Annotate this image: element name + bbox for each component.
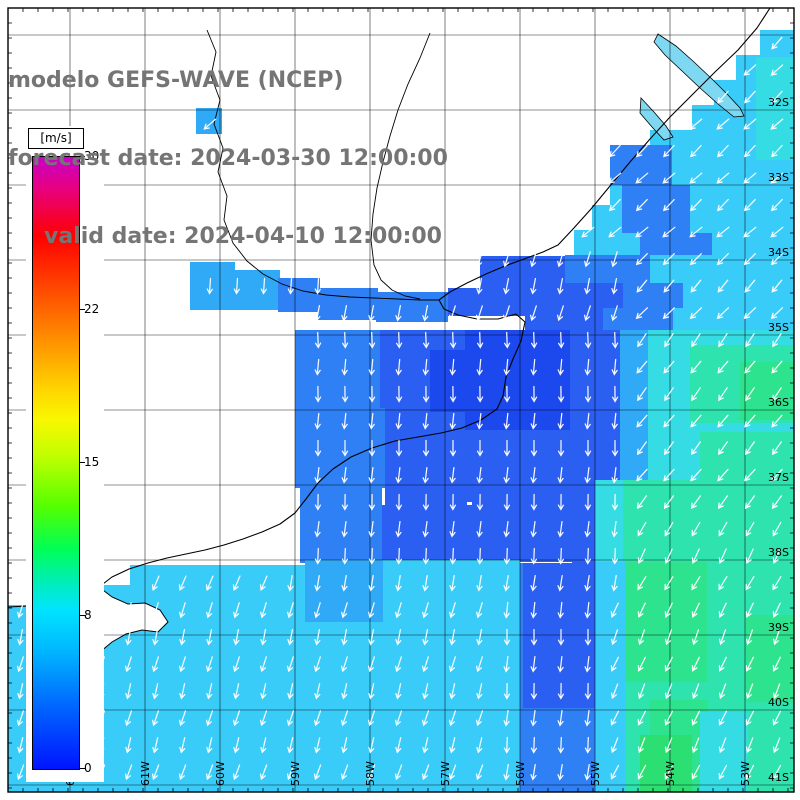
longitude-label: 61W: [139, 761, 152, 786]
longitude-label: 56W: [514, 761, 527, 786]
longitude-label: 58W: [364, 761, 377, 786]
latitude-label: 33S: [768, 171, 789, 184]
longitude-label: 54W: [664, 761, 677, 786]
colorbar-tick-mark: [79, 156, 85, 157]
latitude-label: 37S: [768, 471, 789, 484]
latitude-label: 38S: [768, 546, 789, 559]
colorbar-tick-label: 0: [84, 761, 92, 775]
longitude-label: 53W: [739, 761, 752, 786]
wind-speed-colorbar: [m/s] 30 22 15 8 0: [26, 126, 104, 782]
forecast-date-line: forecast date: 2024-03-30 12:00:00: [8, 146, 448, 171]
plot-title-block: modelo GEFS-WAVE (NCEP) forecast date: 2…: [8, 16, 448, 302]
colorbar-unit-label: [m/s]: [28, 128, 84, 149]
valid-date-line: valid date: 2024-04-10 12:00:00: [44, 224, 442, 249]
colorbar-tick-mark: [79, 309, 85, 310]
colorbar-tick-mark: [79, 768, 85, 769]
longitude-label: 60W: [214, 761, 227, 786]
river-path: [370, 32, 431, 300]
colorbar-gradient: [32, 156, 80, 770]
colorbar-tick-mark: [79, 615, 85, 616]
graticule-grid: [8, 8, 794, 792]
colorbar-tick-mark: [79, 462, 85, 463]
latitude-label: 34S: [768, 246, 789, 259]
wind-speed-field: [8, 30, 794, 792]
coastline-path: [7, 7, 771, 608]
latitude-label: 40S: [768, 696, 789, 709]
latitude-label: 35S: [768, 321, 789, 334]
latitude-label: 32S: [768, 96, 789, 109]
plot-frame: [7, 7, 795, 793]
latitude-label: 41S: [768, 771, 789, 784]
longitude-label: 57W: [439, 761, 452, 786]
axis-labels: 32S33S34S35S36S37S38S39S40S41S62W61W60W5…: [64, 96, 789, 786]
lagoons: [639, 33, 745, 141]
colorbar-tick-label: 8: [84, 608, 92, 622]
colorbar-tick-label: 22: [84, 302, 100, 316]
model-title: modelo GEFS-WAVE (NCEP): [8, 68, 344, 93]
latitude-label: 36S: [768, 396, 789, 409]
wind-arrows: [16, 36, 784, 781]
longitude-label: 55W: [589, 761, 602, 786]
colorbar-tick-label: 15: [84, 455, 100, 469]
latitude-label: 39S: [768, 621, 789, 634]
colorbar-tick-label: 30: [84, 149, 100, 163]
longitude-label: 59W: [289, 761, 302, 786]
